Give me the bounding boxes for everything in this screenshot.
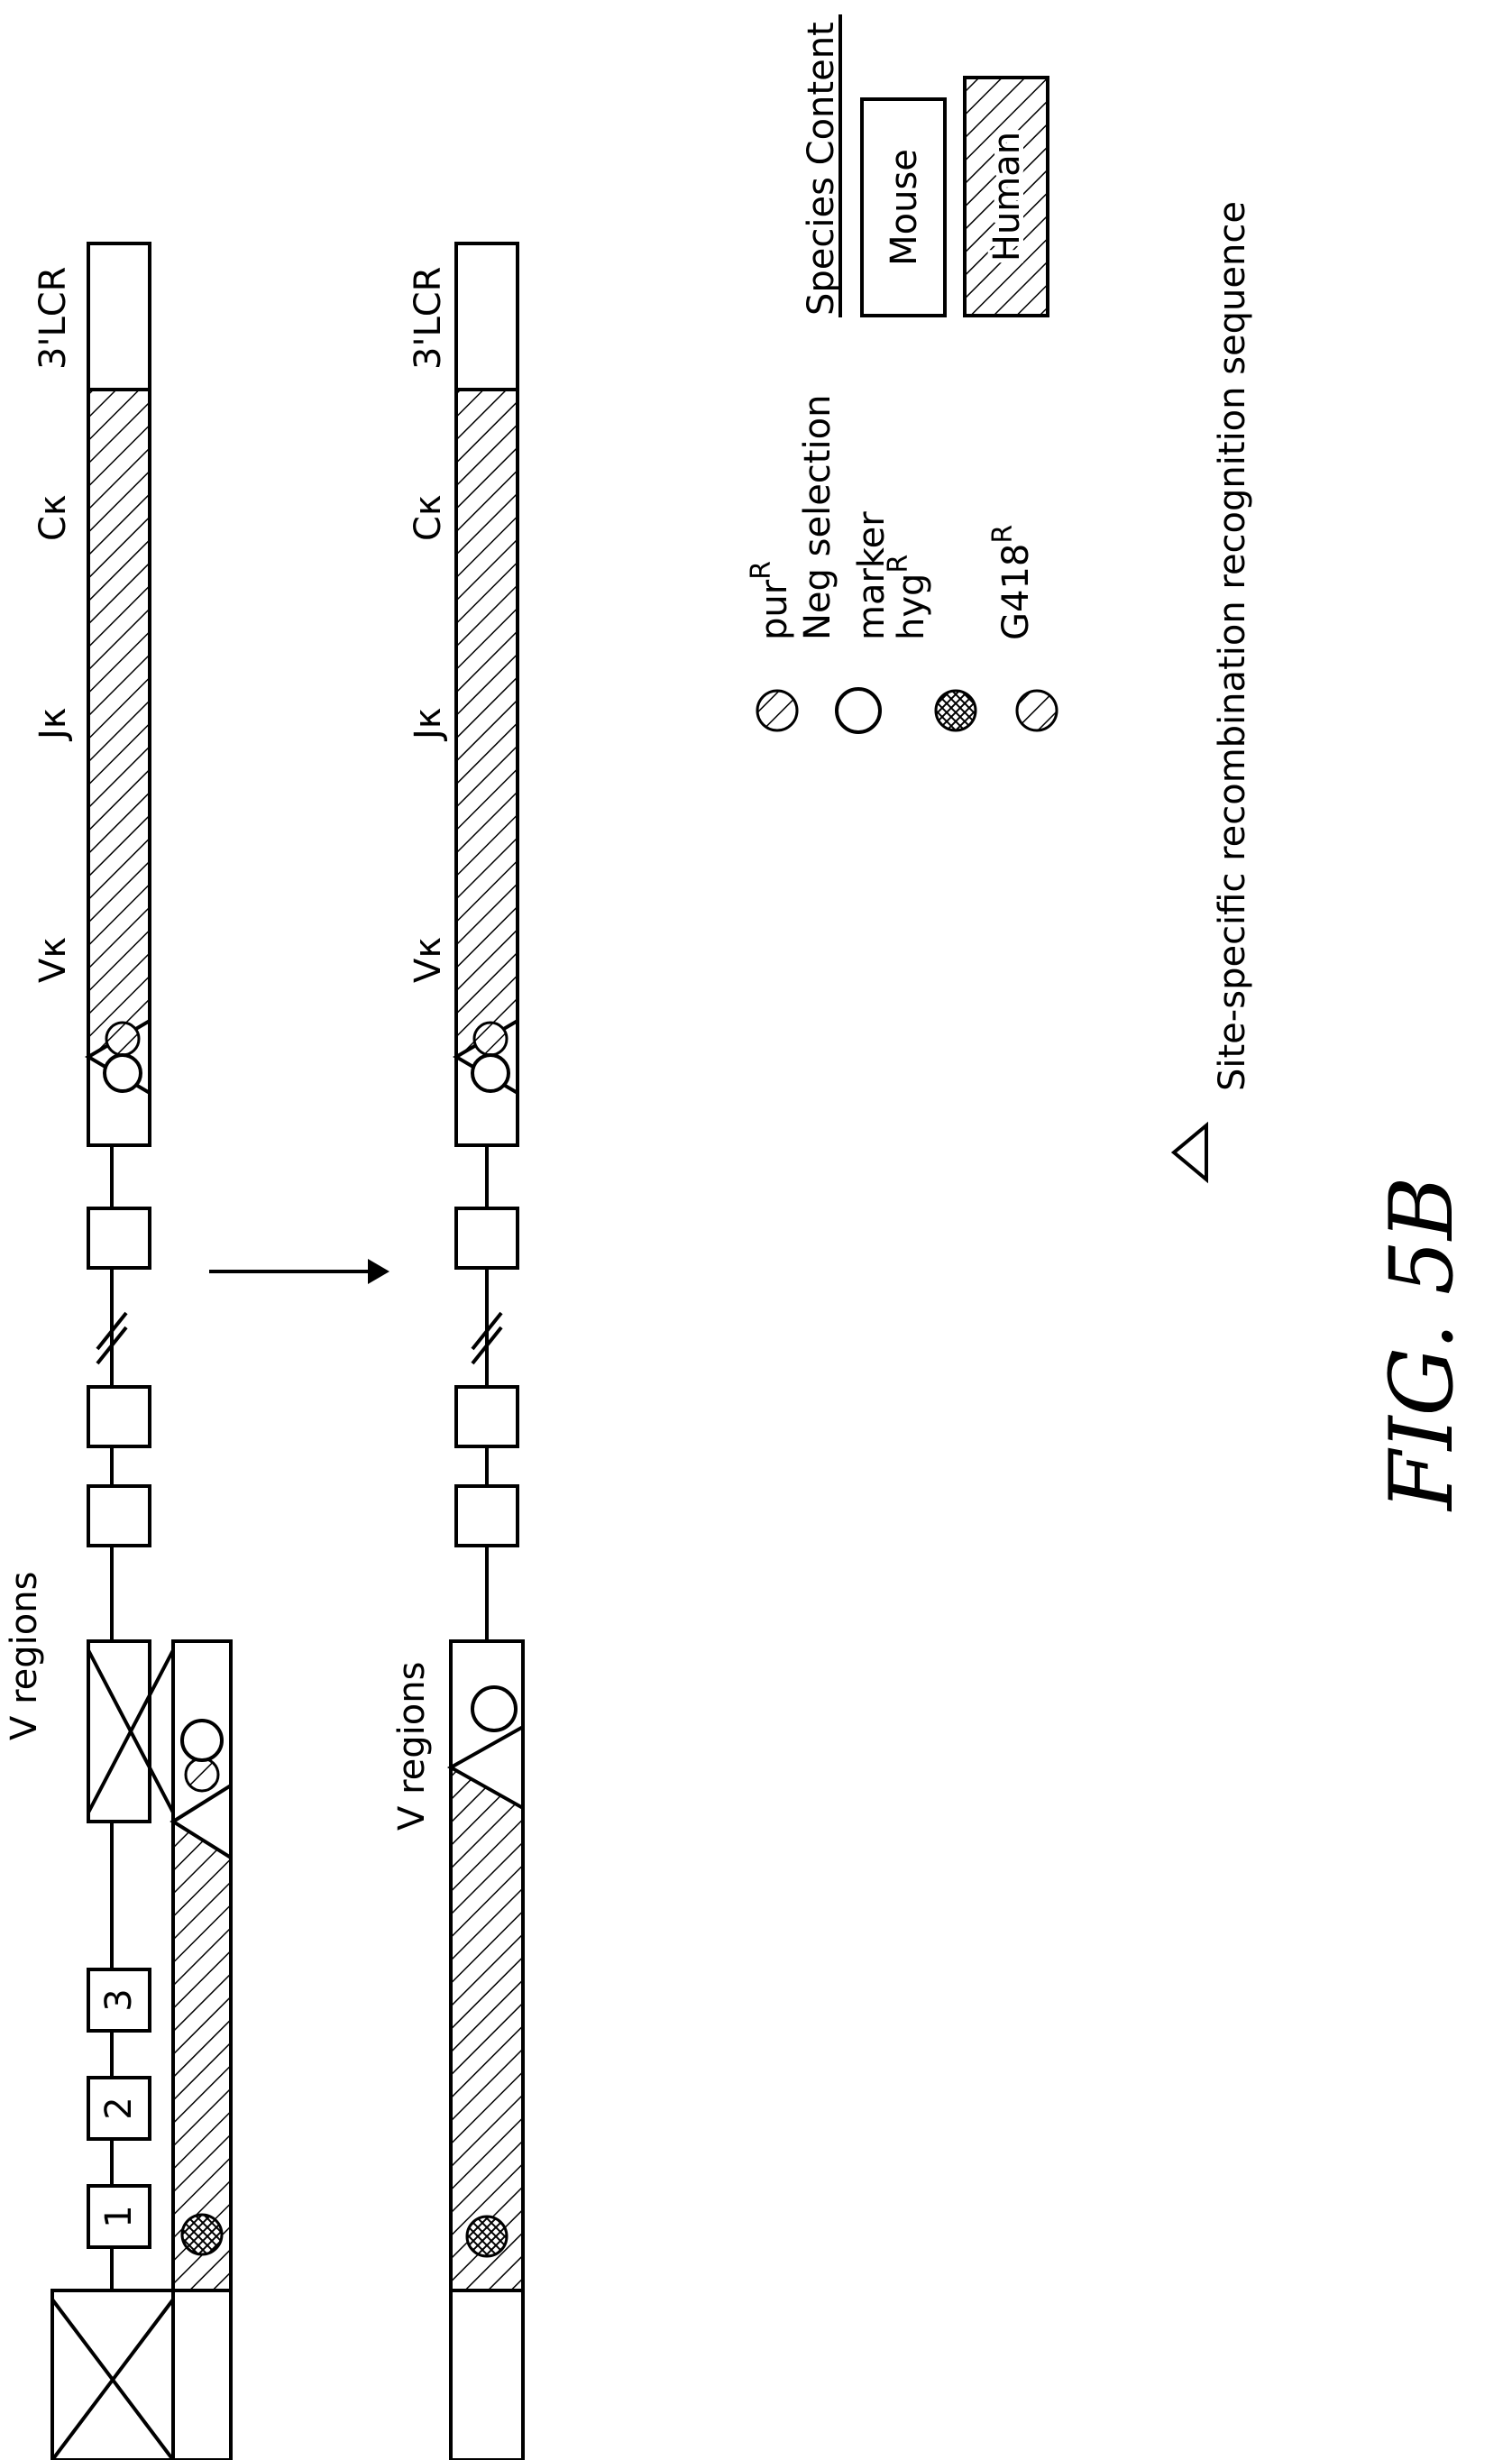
- legend-neg-icon: [837, 689, 880, 732]
- legend-neg-line1: Neg selection: [797, 395, 838, 640]
- recombination-arrow: [209, 1259, 389, 1284]
- vk-label-bottom: Vκ: [408, 937, 449, 983]
- recombined-locus: [451, 243, 523, 2460]
- result-neg-marker-1: [472, 1687, 516, 1730]
- vector-g418-marker: [186, 1758, 218, 1791]
- result-human-v-region: [451, 1767, 523, 2290]
- legend-site-triangle-icon: [1174, 1125, 1206, 1180]
- v-region-box-3-label: 3: [98, 1988, 140, 2011]
- legend-g418-label: G418R: [987, 525, 1037, 640]
- ck-label-bottom: Cκ: [408, 494, 449, 541]
- legend-pur-icon: [757, 691, 797, 730]
- targeting-vector: [173, 1641, 231, 2460]
- legend-site-label: Site-specific recombination recognition …: [1212, 201, 1253, 1091]
- legend-species-title: Species Content: [801, 22, 842, 316]
- pur-marker: [106, 1023, 139, 1055]
- neg-selection-marker: [105, 1055, 141, 1091]
- legend-hyg-label: hygR: [883, 555, 932, 640]
- result-intergenic-box-3: [456, 1208, 518, 1268]
- vk-label-top: Vκ: [32, 937, 74, 983]
- result-intergenic-box-1: [456, 1486, 518, 1546]
- jk-label-top: Jκ: [32, 708, 74, 742]
- v-regions-label-bottom: V regions: [391, 1662, 433, 1831]
- legend-mouse-label: Mouse: [884, 149, 925, 266]
- jk-label-bottom: Jκ: [408, 708, 449, 742]
- human-jk-ck-region: [88, 390, 150, 1057]
- legend-human-label: Human: [986, 132, 1028, 262]
- figure-label: FIG. 5B: [1371, 1177, 1472, 1512]
- lcr-label-top: 3'LCR: [32, 267, 74, 370]
- result-intergenic-box-2: [456, 1387, 518, 1446]
- legend-pur-label: purR: [746, 561, 795, 640]
- ck-label-top: Cκ: [32, 494, 74, 541]
- result-pur-marker: [474, 1023, 507, 1055]
- v-region-box-2-label: 2: [98, 2097, 140, 2119]
- result-neg-marker-2: [472, 1055, 509, 1091]
- intergenic-box-3: [88, 1208, 150, 1268]
- result-hyg-marker: [467, 2217, 507, 2256]
- legend: purR Neg selection marker hygR G418R Spe…: [746, 14, 1253, 1180]
- lcr-label-bottom: 3'LCR: [408, 267, 449, 370]
- intergenic-box-2: [88, 1387, 150, 1446]
- v-regions-label-top: V regions: [4, 1572, 45, 1740]
- legend-hyg-icon: [936, 691, 976, 730]
- legend-g418-icon: [1017, 691, 1057, 730]
- intergenic-box-1: [88, 1486, 150, 1546]
- result-flank-box: [451, 2290, 523, 2460]
- target-locus: 1 2 3: [52, 243, 173, 2460]
- vector-neg-marker: [182, 1721, 222, 1760]
- hyg-marker: [182, 2215, 222, 2254]
- result-human-jk-ck-region: [456, 390, 518, 1057]
- v-region-box-1-label: 1: [98, 2205, 140, 2227]
- legend-neg-line2: marker: [851, 511, 893, 640]
